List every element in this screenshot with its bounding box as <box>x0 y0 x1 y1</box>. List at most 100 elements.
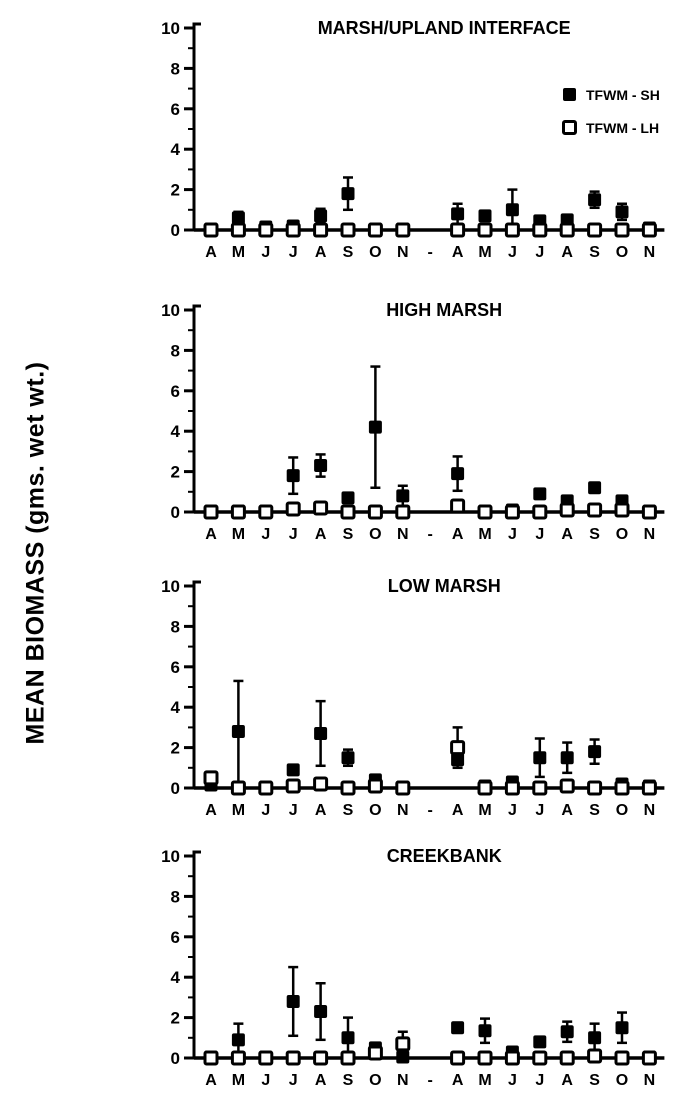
data-point-filled-square <box>314 209 328 223</box>
y-tick-label: 0 <box>171 1049 180 1068</box>
x-tick-label: S <box>589 1072 600 1089</box>
y-tick-label: 4 <box>171 140 181 159</box>
x-tick-label: M <box>232 802 245 819</box>
x-tick-label: S <box>589 244 600 261</box>
data-point-filled-square <box>588 481 602 495</box>
x-tick-label: J <box>508 244 517 261</box>
data-point-open-square <box>203 222 219 238</box>
y-tick-label: 0 <box>171 503 180 522</box>
x-tick-label: J <box>289 802 298 819</box>
data-point-filled-square <box>341 187 355 201</box>
x-tick-label: N <box>644 244 656 261</box>
x-tick-label: A <box>205 526 217 543</box>
data-point-filled-square <box>615 205 629 219</box>
y-tick-label: 4 <box>171 968 181 987</box>
data-point-open-square <box>395 1036 411 1052</box>
data-point-open-square <box>559 502 575 518</box>
y-tick-label: 8 <box>171 59 180 78</box>
data-point-filled-square <box>396 489 410 503</box>
x-tick-label: O <box>616 802 628 819</box>
data-point-filled-square <box>588 745 602 759</box>
data-point-filled-square <box>231 724 245 738</box>
data-point-open-square <box>450 1050 466 1066</box>
panel-title: HIGH MARSH <box>386 300 502 320</box>
x-tick-label: M <box>232 244 245 261</box>
data-point-filled-square <box>478 209 492 223</box>
data-point-open-square <box>587 222 603 238</box>
data-point-filled-square <box>451 1021 465 1035</box>
y-tick-label: 2 <box>171 463 180 482</box>
data-point-open-square <box>367 504 383 520</box>
data-point-open-square <box>367 778 383 794</box>
x-separator-label: - <box>428 526 433 543</box>
legend-label: TFWM - SH <box>586 87 660 103</box>
data-point-open-square <box>313 500 329 516</box>
x-tick-label: J <box>535 526 544 543</box>
data-point-filled-square <box>533 487 547 501</box>
data-point-open-square <box>641 780 657 796</box>
x-tick-label: J <box>261 526 270 543</box>
data-point-open-square <box>285 1050 301 1066</box>
data-point-open-square <box>559 778 575 794</box>
data-point-open-square <box>532 504 548 520</box>
panel-title: LOW MARSH <box>388 576 501 596</box>
data-point-open-square <box>450 740 466 756</box>
y-tick-label: 6 <box>171 928 180 947</box>
y-tick-label: 6 <box>171 382 180 401</box>
y-tick-label: 4 <box>171 698 181 717</box>
data-point-open-square <box>395 780 411 796</box>
x-tick-label: N <box>644 526 656 543</box>
data-point-filled-square <box>314 1005 328 1019</box>
x-tick-label: J <box>508 526 517 543</box>
data-point-filled-square <box>314 726 328 740</box>
data-point-filled-square <box>451 753 465 767</box>
y-tick-label: 2 <box>171 739 180 758</box>
data-point-open-square <box>504 1050 520 1066</box>
panel-title: CREEKBANK <box>387 846 502 866</box>
data-point-open-square <box>203 1050 219 1066</box>
x-tick-label: J <box>261 802 270 819</box>
y-tick-label: 0 <box>171 221 180 240</box>
data-point-open-square <box>313 222 329 238</box>
x-tick-label: J <box>289 244 298 261</box>
data-point-open-square <box>230 504 246 520</box>
x-separator-label: - <box>428 1072 433 1089</box>
x-tick-label: S <box>343 802 354 819</box>
x-tick-label: N <box>644 802 656 819</box>
data-point-open-square <box>614 222 630 238</box>
x-tick-label: J <box>535 244 544 261</box>
x-tick-label: S <box>589 802 600 819</box>
legend-open-square-icon <box>562 120 577 135</box>
data-point-filled-square <box>341 1031 355 1045</box>
x-tick-label: M <box>478 244 491 261</box>
data-point-open-square <box>641 504 657 520</box>
data-point-filled-square <box>231 1033 245 1047</box>
data-point-open-square <box>340 1050 356 1066</box>
x-tick-label: O <box>369 244 381 261</box>
x-tick-label: N <box>644 1072 656 1089</box>
x-tick-label: J <box>261 244 270 261</box>
x-tick-label: A <box>561 526 573 543</box>
data-point-open-square <box>477 504 493 520</box>
data-point-open-square <box>532 780 548 796</box>
x-tick-label: J <box>289 1072 298 1089</box>
x-tick-label: M <box>478 526 491 543</box>
data-point-open-square <box>395 504 411 520</box>
x-tick-label: A <box>205 802 217 819</box>
data-point-filled-square <box>615 1021 629 1035</box>
x-tick-label: O <box>616 1072 628 1089</box>
data-point-open-square <box>258 504 274 520</box>
x-tick-label: S <box>343 244 354 261</box>
data-point-open-square <box>450 498 466 514</box>
x-tick-label: O <box>369 526 381 543</box>
data-point-open-square <box>230 1050 246 1066</box>
data-point-filled-square <box>341 491 355 505</box>
data-point-filled-square <box>505 203 519 217</box>
data-point-filled-square <box>588 193 602 207</box>
data-point-open-square <box>285 222 301 238</box>
x-tick-label: O <box>369 1072 381 1089</box>
x-tick-label: A <box>315 1072 327 1089</box>
